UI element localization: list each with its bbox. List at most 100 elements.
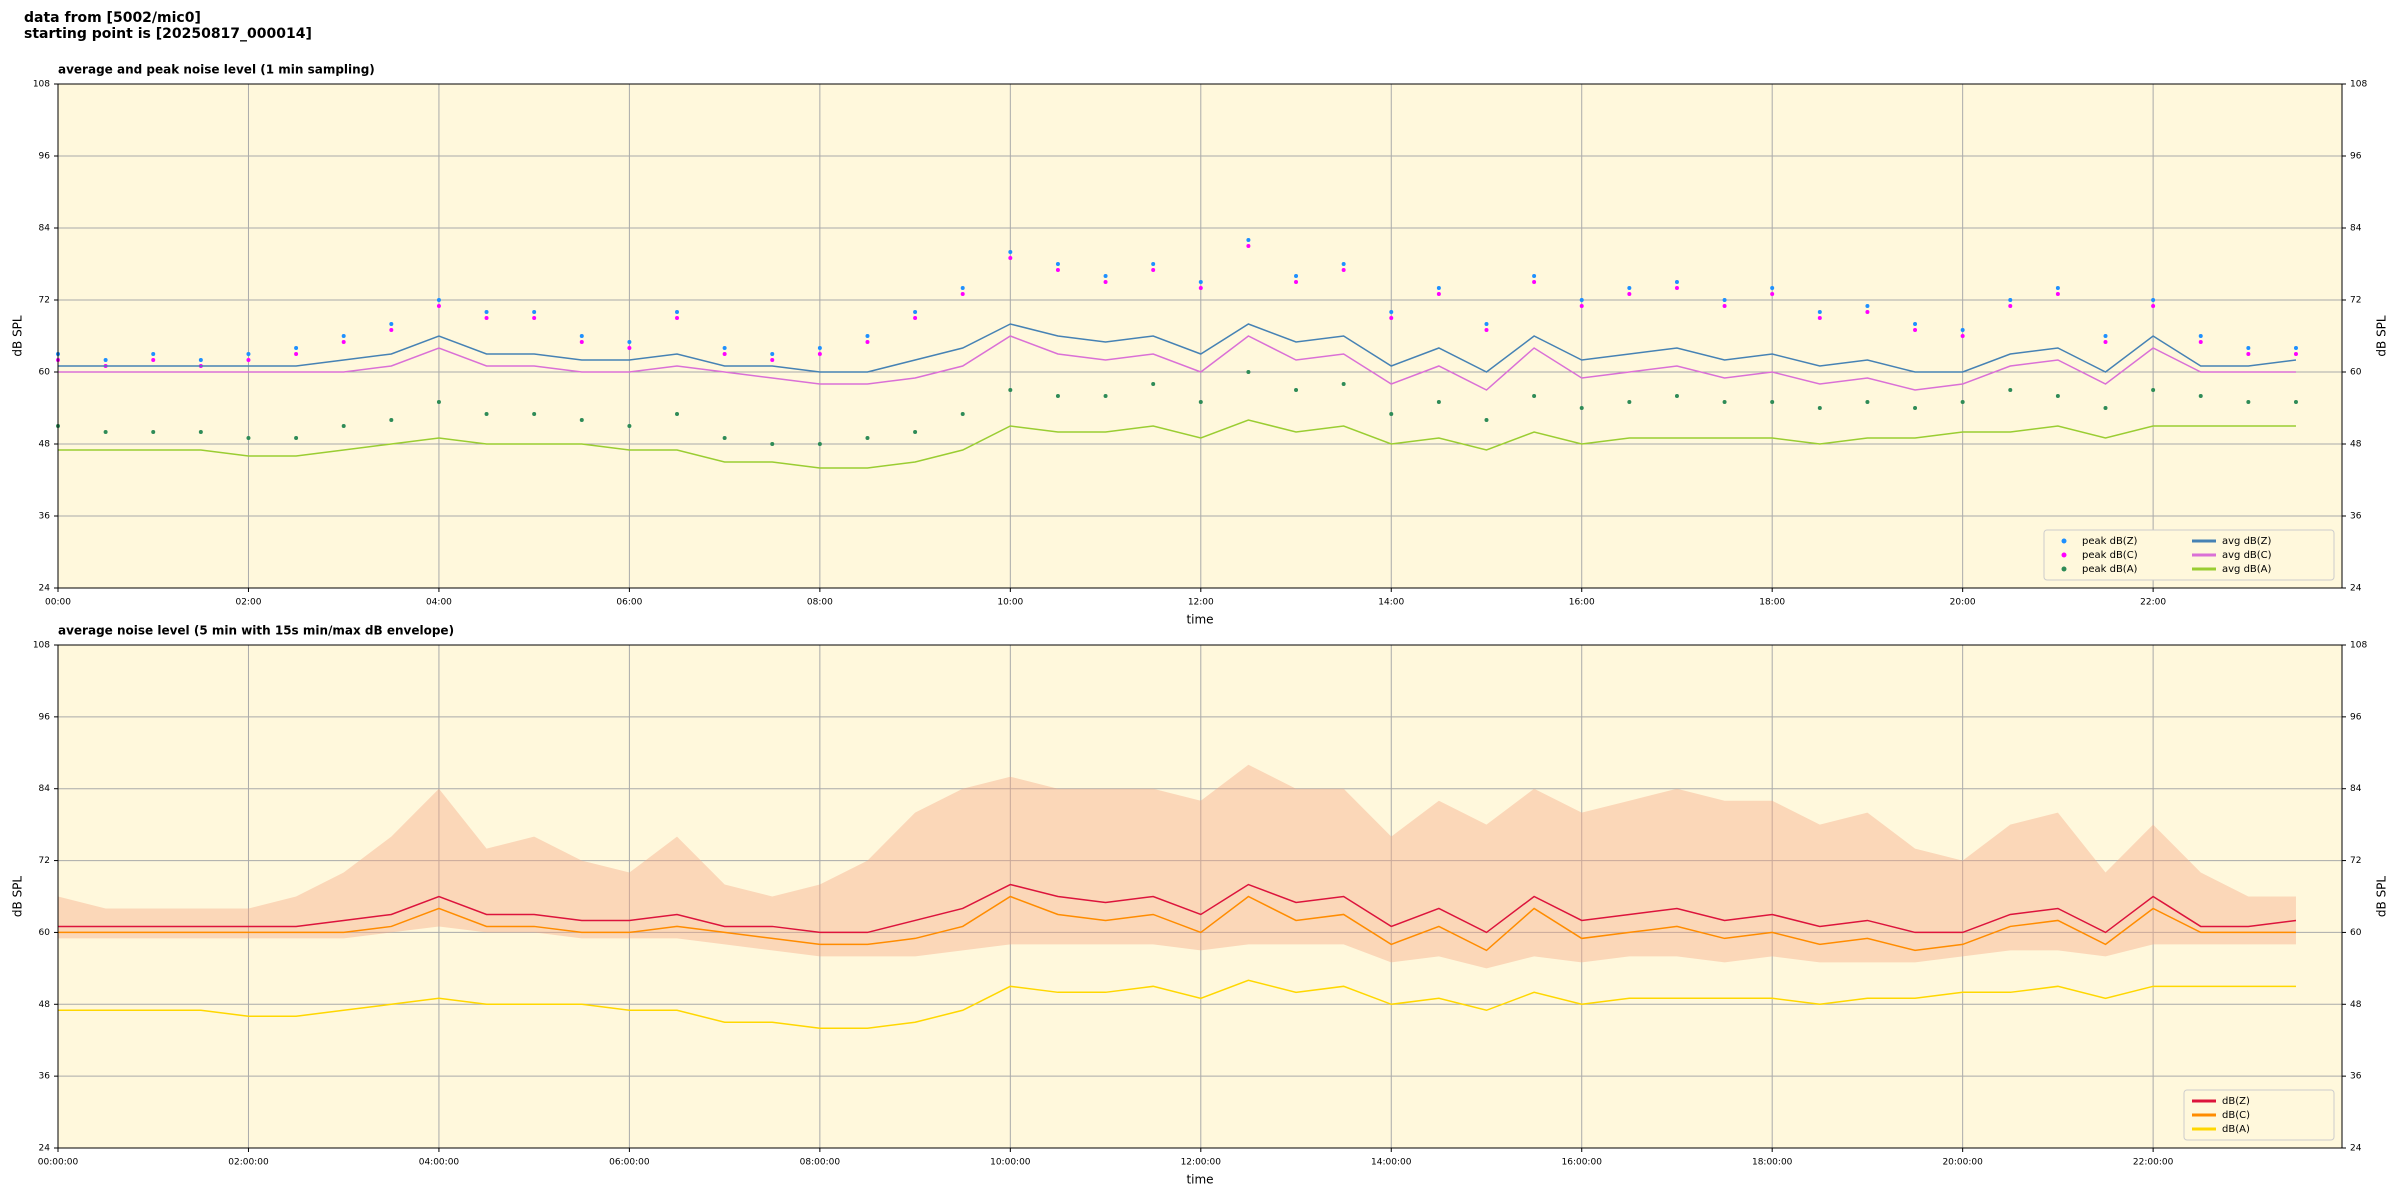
x-tick-label: 08:00 — [807, 598, 833, 608]
y-tick-label: 96 — [2350, 712, 2362, 722]
peak-point — [294, 436, 299, 440]
x-tick-label: 18:00 — [1759, 598, 1785, 608]
peak-point — [2103, 340, 2108, 344]
peak-point — [532, 316, 537, 320]
legend-marker — [2061, 538, 2067, 544]
peak-point — [1579, 406, 1584, 410]
peak-point — [913, 430, 918, 434]
peak-point — [1103, 280, 1108, 284]
peak-point — [1008, 250, 1013, 254]
peak-point — [1865, 304, 1870, 308]
y-tick-label: 36 — [39, 1072, 51, 1082]
header-line: starting point is [20250817_000014] — [24, 26, 312, 42]
x-tick-label: 16:00 — [1569, 598, 1595, 608]
peak-point — [2055, 394, 2060, 398]
x-tick-label: 16:00:00 — [1562, 1158, 1603, 1168]
peak-point — [2293, 352, 2298, 356]
peak-point — [1532, 274, 1537, 278]
peak-point — [1532, 394, 1537, 398]
peak-point — [1865, 310, 1870, 314]
y-tick-label: 96 — [39, 712, 51, 722]
legend-label: peak dB(C) — [2082, 550, 2138, 561]
peak-point — [198, 358, 203, 362]
y-tick-label: 24 — [39, 584, 51, 594]
peak-point — [960, 412, 965, 416]
peak-point — [1055, 394, 1060, 398]
peak-point — [341, 424, 346, 428]
peak-point — [1722, 304, 1727, 308]
peak-point — [436, 400, 441, 404]
y-tick-label: 84 — [39, 224, 51, 234]
peak-point — [1151, 382, 1156, 386]
y-tick-label: 108 — [2350, 641, 2367, 651]
y-tick-label: 84 — [39, 784, 51, 794]
x-tick-label: 02:00:00 — [228, 1158, 269, 1168]
peak-point — [2055, 292, 2060, 296]
x-axis-label: time — [1186, 613, 1213, 627]
peak-point — [2103, 406, 2108, 410]
peak-point — [1722, 298, 1727, 302]
peak-point — [817, 442, 822, 446]
legend-label: dB(A) — [2222, 1124, 2250, 1135]
peak-point — [1389, 316, 1394, 320]
peak-point — [1389, 310, 1394, 314]
x-tick-label: 10:00:00 — [990, 1158, 1031, 1168]
chart-title: average noise level (5 min with 15s min/… — [58, 624, 454, 638]
peak-point — [627, 340, 632, 344]
peak-point — [2198, 394, 2203, 398]
y-tick-label: 24 — [2350, 1144, 2362, 1154]
series-line — [58, 979, 2296, 1029]
legend — [2183, 1089, 2335, 1141]
peak-point — [1341, 268, 1346, 272]
y-tick-label: 60 — [39, 368, 51, 378]
peak-point — [151, 358, 156, 362]
peak-point — [865, 334, 870, 338]
x-tick-label: 14:00:00 — [1371, 1158, 1412, 1168]
series-line — [58, 419, 2296, 469]
peak-point — [246, 436, 251, 440]
peak-point — [1198, 280, 1203, 284]
x-tick-label: 20:00 — [1950, 598, 1976, 608]
peak-point — [1817, 406, 1822, 410]
peak-point — [1103, 274, 1108, 278]
y-tick-label: 108 — [2350, 80, 2367, 90]
x-tick-label: 18:00:00 — [1752, 1158, 1793, 1168]
peak-point — [151, 430, 156, 434]
peak-point — [1484, 328, 1489, 332]
peak-point — [341, 334, 346, 338]
peak-point — [294, 352, 299, 356]
peak-point — [627, 346, 632, 350]
peak-point — [2008, 388, 2013, 392]
y-tick-label: 48 — [39, 440, 51, 450]
peak-point — [1055, 262, 1060, 266]
peak-point — [579, 334, 584, 338]
peak-point — [151, 352, 156, 356]
peak-point — [1246, 370, 1251, 374]
peak-point — [1674, 394, 1679, 398]
peak-point — [1008, 256, 1013, 260]
peak-point — [1484, 418, 1489, 422]
y-tick-label: 36 — [2350, 512, 2362, 522]
peak-point — [1627, 400, 1632, 404]
y-tick-label: 96 — [2350, 152, 2362, 162]
y-tick-label: 72 — [2350, 856, 2361, 866]
legend — [2043, 529, 2335, 581]
peak-point — [1151, 262, 1156, 266]
series-line — [58, 895, 2296, 952]
y-axis-label: dB SPL — [11, 315, 25, 357]
y-tick-label: 108 — [33, 80, 50, 90]
peak-point — [103, 358, 108, 362]
x-tick-label: 04:00:00 — [419, 1158, 460, 1168]
series-line — [58, 335, 2296, 391]
y-tick-label: 108 — [33, 641, 50, 651]
x-tick-label: 22:00 — [2140, 598, 2166, 608]
peak-point — [1436, 400, 1441, 404]
y-tick-label: 72 — [39, 296, 50, 306]
y-axis-label: dB SPL — [11, 876, 25, 918]
peak-point — [1198, 400, 1203, 404]
legend-marker — [2061, 552, 2067, 558]
series-line — [58, 883, 2297, 934]
peak-point — [2246, 400, 2251, 404]
